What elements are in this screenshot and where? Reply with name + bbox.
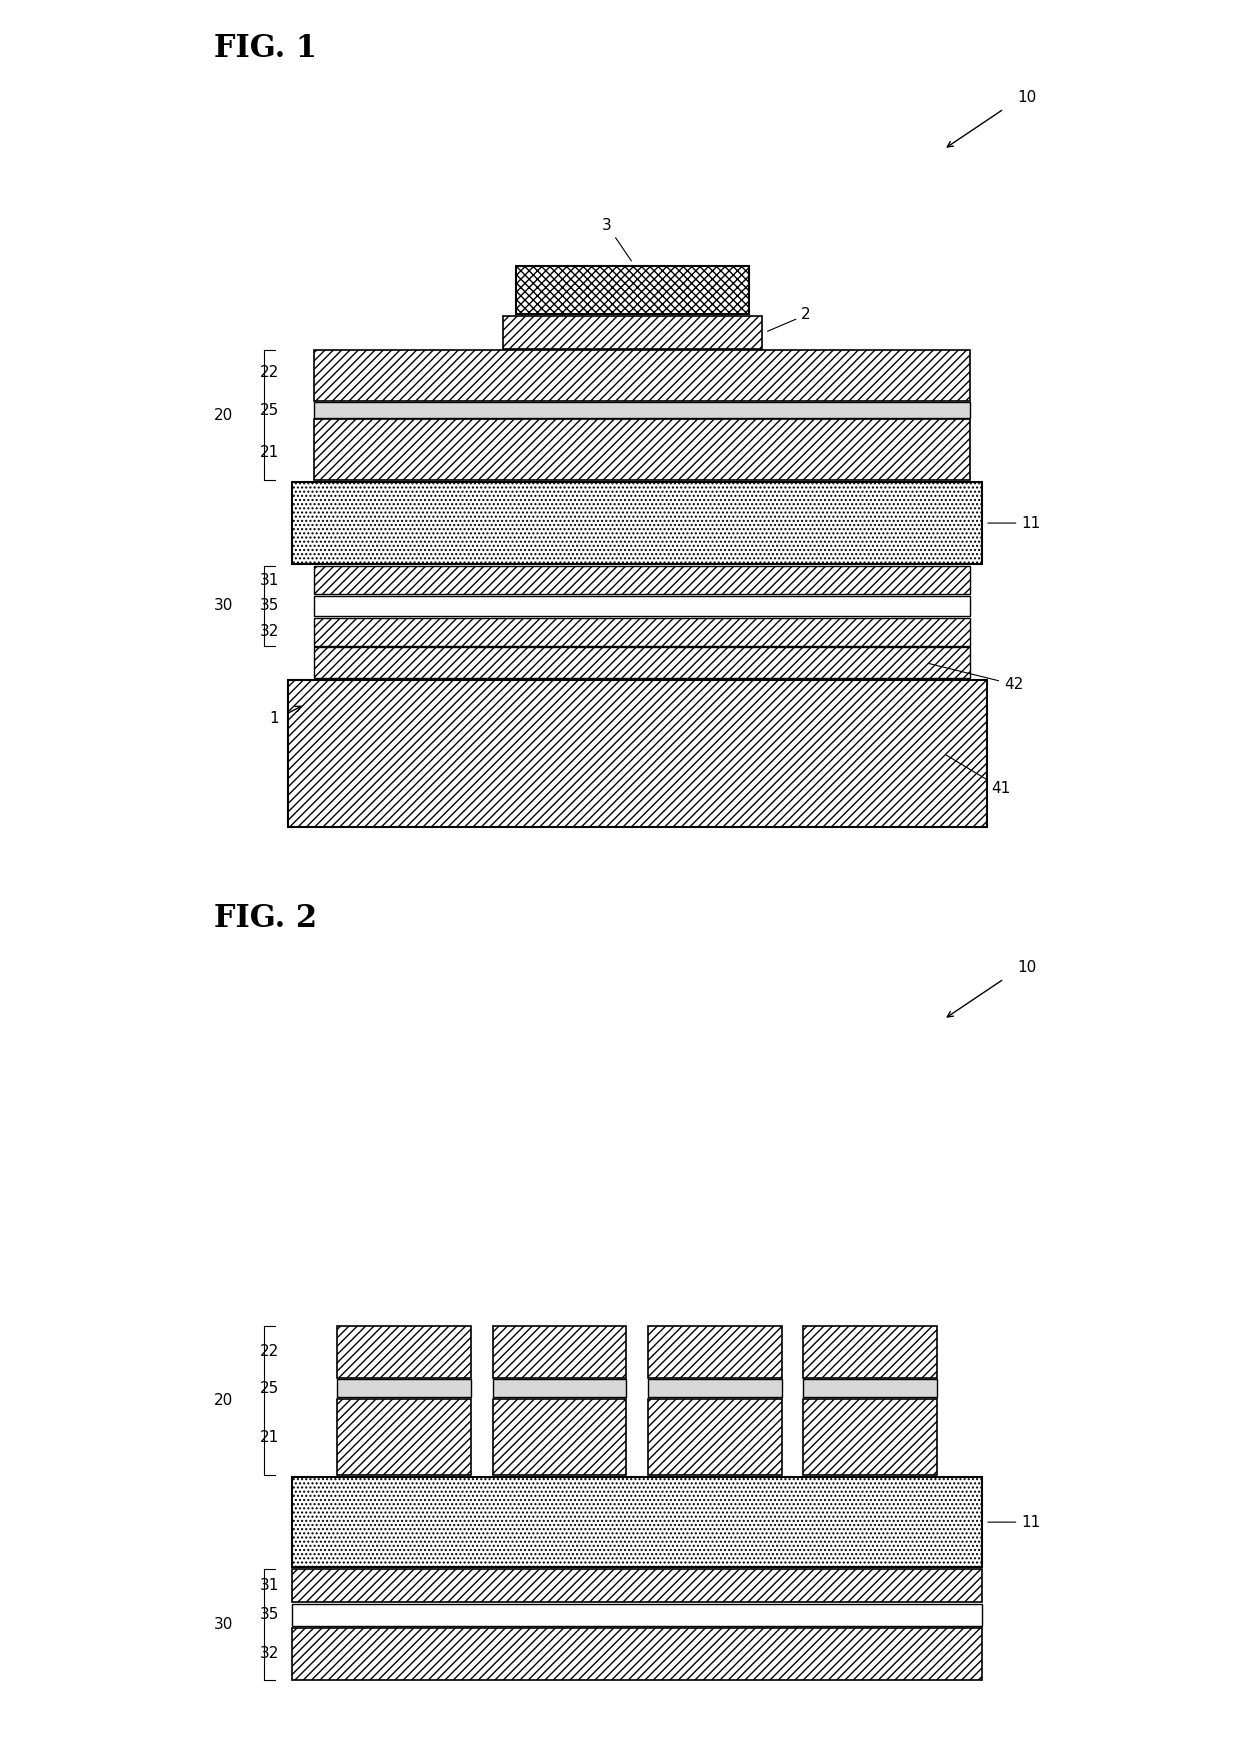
Text: 31: 31 xyxy=(259,573,279,587)
Text: 22: 22 xyxy=(260,1343,279,1359)
Text: 11: 11 xyxy=(988,515,1040,531)
Text: 3: 3 xyxy=(603,218,631,260)
Bar xyxy=(314,596,970,617)
Bar xyxy=(337,1399,471,1474)
Text: 21: 21 xyxy=(260,445,279,459)
Text: 20: 20 xyxy=(215,1392,233,1408)
Text: 32: 32 xyxy=(259,624,279,639)
Bar xyxy=(516,266,749,314)
Text: 32: 32 xyxy=(259,1646,279,1661)
Bar xyxy=(649,1380,782,1398)
Bar xyxy=(293,482,982,564)
Text: 1: 1 xyxy=(269,711,279,727)
Text: 11: 11 xyxy=(988,1515,1040,1530)
Text: 30: 30 xyxy=(215,599,233,613)
Text: 21: 21 xyxy=(260,1429,279,1445)
Bar xyxy=(492,1326,626,1378)
Bar xyxy=(293,1604,982,1626)
Bar xyxy=(314,402,970,418)
Text: 25: 25 xyxy=(260,402,279,418)
Bar xyxy=(804,1399,937,1474)
Bar xyxy=(293,1628,982,1679)
Bar xyxy=(804,1326,937,1378)
Text: 10: 10 xyxy=(1017,961,1037,975)
Text: 25: 25 xyxy=(260,1380,279,1396)
Bar xyxy=(314,566,970,594)
Text: 35: 35 xyxy=(259,1607,279,1623)
Bar xyxy=(492,1380,626,1398)
Bar xyxy=(314,351,970,400)
Bar xyxy=(314,419,970,480)
Text: 41: 41 xyxy=(946,755,1011,795)
Bar xyxy=(337,1326,471,1378)
Bar xyxy=(649,1326,782,1378)
Text: FIG. 2: FIG. 2 xyxy=(215,903,317,935)
Text: 20: 20 xyxy=(215,407,233,423)
Bar xyxy=(314,648,970,678)
Bar xyxy=(649,1399,782,1474)
Bar xyxy=(314,618,970,646)
Bar xyxy=(492,1399,626,1474)
Text: 10: 10 xyxy=(1017,91,1037,105)
Text: FIG. 1: FIG. 1 xyxy=(215,33,317,65)
Bar xyxy=(503,316,763,349)
Text: 35: 35 xyxy=(259,599,279,613)
Bar xyxy=(804,1380,937,1398)
Text: 2: 2 xyxy=(768,307,811,332)
Text: 22: 22 xyxy=(260,365,279,379)
Bar xyxy=(337,1380,471,1398)
Bar xyxy=(293,1476,982,1567)
Text: 31: 31 xyxy=(259,1578,279,1593)
Text: 42: 42 xyxy=(929,664,1023,692)
Text: 30: 30 xyxy=(215,1618,233,1632)
Bar xyxy=(293,1569,982,1602)
Bar xyxy=(288,680,987,826)
